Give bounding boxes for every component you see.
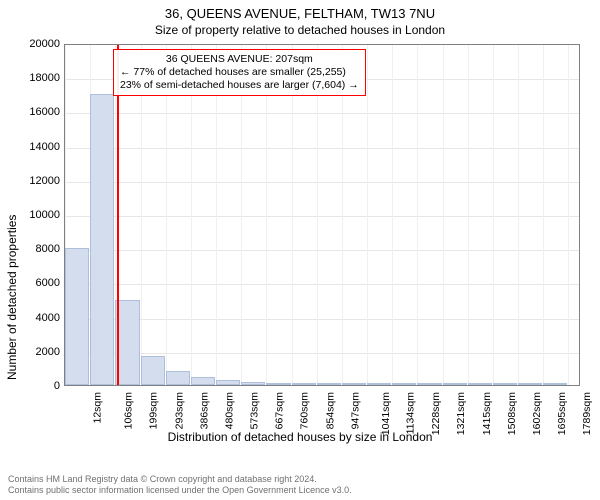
x-tick-label: 573sqm (248, 392, 260, 429)
gridline-v (543, 45, 544, 385)
callout-box: 36 QUEENS AVENUE: 207sqm ← 77% of detach… (113, 49, 366, 96)
histogram-bar (417, 383, 441, 385)
histogram-bar (367, 383, 391, 385)
gridline-h (65, 250, 579, 251)
gridline-v (468, 45, 469, 385)
gridline-v (367, 45, 368, 385)
gridline-v (518, 45, 519, 385)
histogram-bar (166, 371, 190, 385)
y-tick-label: 6000 (18, 277, 60, 289)
chart-title: 36, QUEENS AVENUE, FELTHAM, TW13 7NU (0, 0, 600, 21)
credits: Contains HM Land Registry data © Crown c… (8, 474, 592, 497)
histogram-bar (90, 94, 114, 385)
y-tick-label: 16000 (18, 106, 60, 118)
gridline-h (65, 216, 579, 217)
x-tick-label: 1789sqm (582, 392, 594, 435)
chart-container: Number of detached properties 36 QUEENS … (0, 40, 600, 450)
histogram-bar (65, 248, 89, 385)
gridline-h (65, 182, 579, 183)
x-tick-label: 1602sqm (531, 392, 543, 435)
histogram-bar (317, 383, 341, 385)
gridline-h (65, 113, 579, 114)
x-tick-label: 1415sqm (481, 392, 493, 435)
credit-line-1: Contains HM Land Registry data © Crown c… (8, 474, 592, 485)
x-tick-label: 480sqm (223, 392, 235, 429)
x-tick-label: 947sqm (349, 392, 361, 429)
y-tick-label: 14000 (18, 141, 60, 153)
x-tick-label: 293sqm (173, 392, 185, 429)
chart-subtitle: Size of property relative to detached ho… (0, 21, 600, 37)
callout-line-2: ← 77% of detached houses are smaller (25… (120, 66, 359, 79)
x-tick-label: 1041sqm (380, 392, 392, 435)
x-tick-label: 1134sqm (404, 392, 416, 434)
y-tick-label: 20000 (18, 38, 60, 50)
x-tick-label: 386sqm (198, 392, 210, 429)
y-tick-label: 8000 (18, 243, 60, 255)
y-axis-label: Number of detached properties (5, 215, 19, 380)
histogram-bar (191, 377, 215, 385)
histogram-bar (493, 383, 517, 385)
x-tick-label: 1228sqm (431, 392, 443, 435)
x-tick-label: 1321sqm (456, 392, 468, 435)
histogram-bar (141, 356, 165, 385)
x-tick-label: 854sqm (324, 392, 336, 429)
histogram-bar (216, 380, 240, 385)
histogram-bar (266, 383, 290, 385)
callout-line-3: 23% of semi-detached houses are larger (… (120, 79, 359, 92)
histogram-bar (468, 383, 492, 385)
histogram-bar (518, 383, 542, 385)
y-tick-label: 10000 (18, 209, 60, 221)
credit-line-2: Contains public sector information licen… (8, 485, 592, 496)
y-tick-label: 2000 (18, 346, 60, 358)
x-tick-label: 667sqm (274, 392, 286, 429)
gridline-h (65, 284, 579, 285)
gridline-v (568, 45, 569, 385)
histogram-bar (292, 383, 316, 385)
plot-area: 36 QUEENS AVENUE: 207sqm ← 77% of detach… (64, 44, 580, 386)
histogram-bar (392, 383, 416, 385)
gridline-v (417, 45, 418, 385)
x-tick-label: 1695sqm (556, 392, 568, 435)
x-tick-label: 12sqm (92, 392, 104, 424)
x-tick-label: 199sqm (148, 392, 160, 429)
callout-line-1: 36 QUEENS AVENUE: 207sqm (120, 53, 359, 66)
gridline-v (493, 45, 494, 385)
gridline-h (65, 353, 579, 354)
histogram-bar (342, 383, 366, 385)
x-tick-label: 1508sqm (506, 392, 518, 435)
gridline-v (392, 45, 393, 385)
histogram-bar (443, 383, 467, 385)
x-tick-label: 760sqm (299, 392, 311, 429)
histogram-bar (241, 382, 265, 385)
y-tick-label: 18000 (18, 72, 60, 84)
y-tick-label: 4000 (18, 312, 60, 324)
histogram-bar (543, 383, 567, 385)
gridline-h (65, 319, 579, 320)
gridline-h (65, 148, 579, 149)
y-tick-label: 0 (18, 380, 60, 392)
gridline-v (443, 45, 444, 385)
x-tick-label: 106sqm (123, 392, 135, 429)
y-tick-label: 12000 (18, 175, 60, 187)
